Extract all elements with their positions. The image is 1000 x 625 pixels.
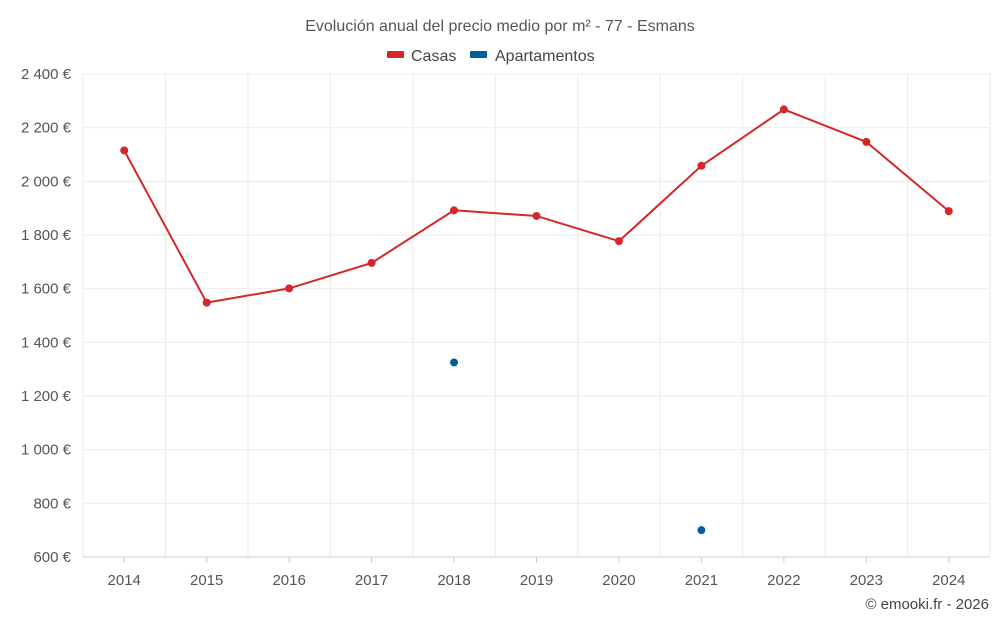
data-point-casas-2016[interactable] <box>285 284 294 293</box>
data-point-casas-2017[interactable] <box>367 258 376 267</box>
data-point-casas-2024[interactable] <box>944 207 953 216</box>
data-point-apartamentos-2018[interactable] <box>450 358 459 367</box>
x-tick-label: 2018 <box>437 572 470 589</box>
y-tick-label: 2 000 € <box>21 173 72 190</box>
legend-item-apartamentos[interactable]: Apartamentos <box>470 48 595 65</box>
y-axis-ticks: 600 € 800 € 1 000 € 1 200 € 1 400 € 1 600 € 1 … <box>21 66 72 566</box>
data-point-casas-2020[interactable] <box>614 237 623 246</box>
legend-label-apartamentos: Apartamentos <box>495 48 595 65</box>
y-tick-label: 2 200 € <box>21 120 72 137</box>
series-casas <box>120 105 953 307</box>
x-tick-label: 2015 <box>190 572 223 589</box>
data-point-casas-2019[interactable] <box>532 211 541 220</box>
data-point-casas-2023[interactable] <box>862 137 871 146</box>
gridlines <box>82 73 991 558</box>
y-tick-label: 1 200 € <box>21 388 72 405</box>
data-point-casas-2022[interactable] <box>779 105 788 114</box>
data-point-casas-2021[interactable] <box>697 161 706 170</box>
data-point-apartamentos-2021[interactable] <box>697 526 706 535</box>
x-tick-label: 2020 <box>602 572 635 589</box>
y-tick-label: 600 € <box>33 549 71 566</box>
y-tick-label: 1 000 € <box>21 442 72 459</box>
x-axis-ticks: 2014 2015 2016 2017 2018 2019 2020 2021 2022 2023… <box>108 557 965 589</box>
x-tick-label: 2023 <box>850 572 883 589</box>
legend: Casas Apartamentos <box>387 48 595 65</box>
y-tick-label: 800 € <box>33 495 71 512</box>
legend-swatch-apartamentos <box>470 51 487 58</box>
y-tick-label: 1 400 € <box>21 334 72 351</box>
data-point-casas-2014[interactable] <box>120 146 129 155</box>
credit-text: © emooki.fr - 2026 <box>865 596 989 613</box>
data-point-casas-2018[interactable] <box>450 206 459 215</box>
legend-item-casas[interactable]: Casas <box>387 48 456 65</box>
y-tick-label: 1 800 € <box>21 227 72 244</box>
legend-label-casas: Casas <box>411 48 456 65</box>
x-tick-label: 2014 <box>108 572 141 589</box>
legend-swatch-casas <box>387 51 404 58</box>
x-tick-label: 2022 <box>767 572 800 589</box>
y-tick-label: 2 400 € <box>21 66 72 83</box>
x-tick-label: 2019 <box>520 572 553 589</box>
x-tick-label: 2017 <box>355 572 388 589</box>
x-tick-label: 2016 <box>272 572 305 589</box>
series <box>120 105 953 535</box>
x-tick-label: 2024 <box>932 572 965 589</box>
series-apartamentos <box>450 358 706 535</box>
x-tick-label: 2021 <box>685 572 718 589</box>
chart-title: Evolución anual del precio medio por m² … <box>305 18 695 35</box>
data-point-casas-2015[interactable] <box>202 298 211 307</box>
y-tick-label: 1 600 € <box>21 281 72 298</box>
